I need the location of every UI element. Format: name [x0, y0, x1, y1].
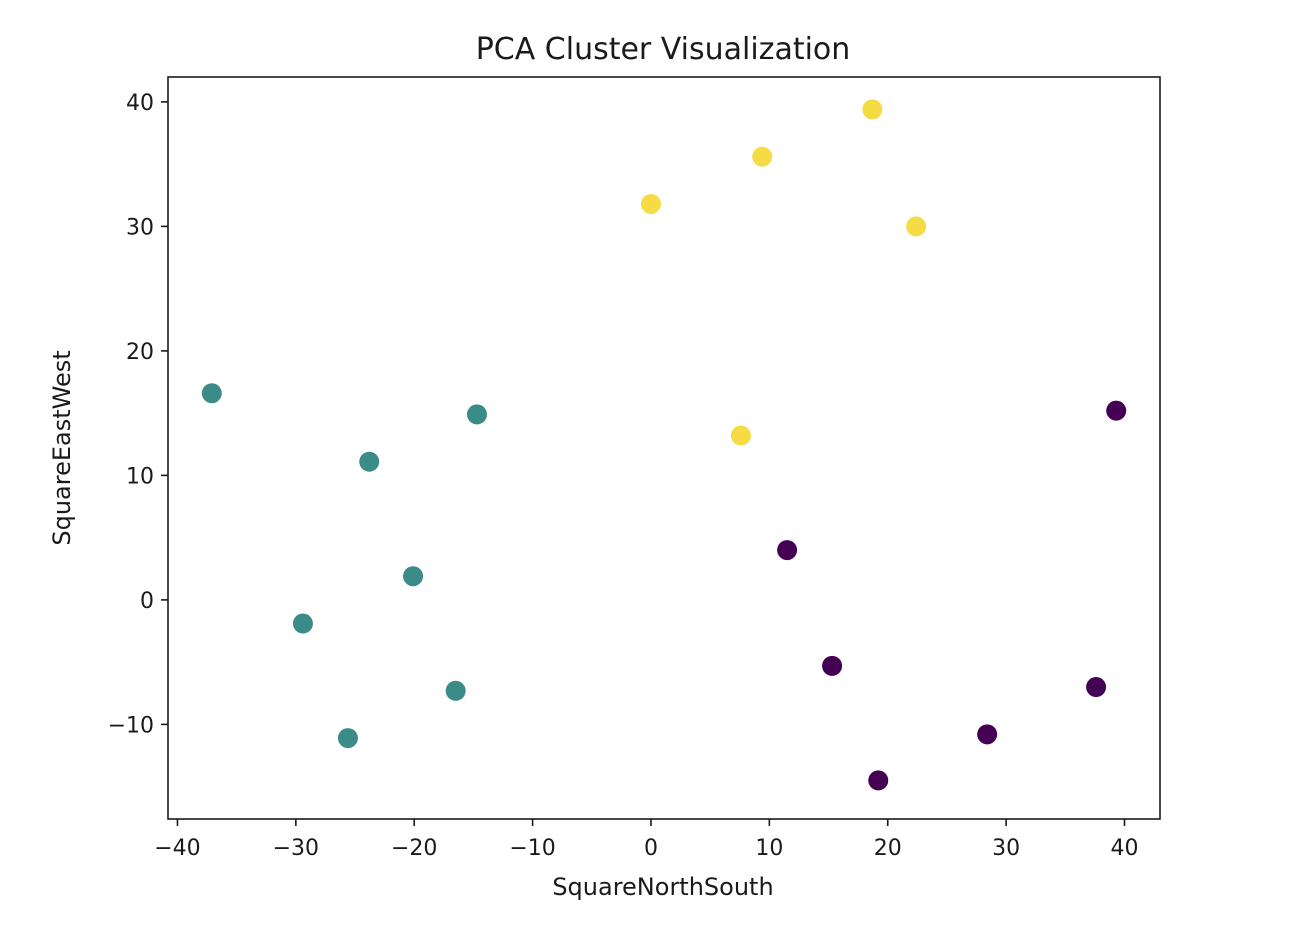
data-point	[466, 404, 487, 425]
y-tick-label: −10	[108, 713, 154, 738]
data-point	[337, 728, 358, 749]
data-point	[752, 146, 773, 167]
data-point	[640, 193, 661, 214]
x-tick-label: 0	[644, 836, 658, 861]
data-point	[977, 724, 998, 745]
data-point	[777, 540, 798, 561]
x-axis-label: SquareNorthSouth	[552, 873, 773, 901]
data-point	[906, 216, 927, 237]
data-point	[201, 383, 222, 404]
x-tick-label: 40	[1110, 836, 1138, 861]
data-point	[822, 655, 843, 676]
x-tick-label: −20	[391, 836, 437, 861]
data-point	[730, 425, 751, 446]
data-point	[359, 451, 380, 472]
data-point	[1086, 677, 1107, 698]
x-tick-label: −10	[509, 836, 555, 861]
y-tick-label: 30	[126, 215, 154, 240]
data-point	[862, 99, 883, 120]
y-tick-label: 20	[126, 340, 154, 365]
data-point	[403, 566, 424, 587]
x-tick-label: 20	[874, 836, 902, 861]
chart-title: PCA Cluster Visualization	[476, 32, 851, 67]
x-tick-label: 30	[992, 836, 1020, 861]
data-point	[1106, 400, 1127, 421]
y-axis-label: SquareEastWest	[48, 350, 76, 545]
x-tick-label: −30	[273, 836, 319, 861]
y-tick-label: 0	[140, 589, 154, 614]
data-point	[292, 613, 313, 634]
plot-area-frame	[167, 76, 1161, 820]
x-tick-label: −40	[154, 836, 200, 861]
data-point	[868, 770, 889, 791]
y-tick-label: 10	[126, 464, 154, 489]
x-tick-label: 10	[755, 836, 783, 861]
y-tick-label: 40	[126, 91, 154, 116]
data-point	[445, 680, 466, 701]
axis-ticks: −40 −30 −20 −10 0 10 20 30 40 −10 0 10 20 30 40	[108, 91, 1139, 861]
data-points	[201, 99, 1127, 791]
